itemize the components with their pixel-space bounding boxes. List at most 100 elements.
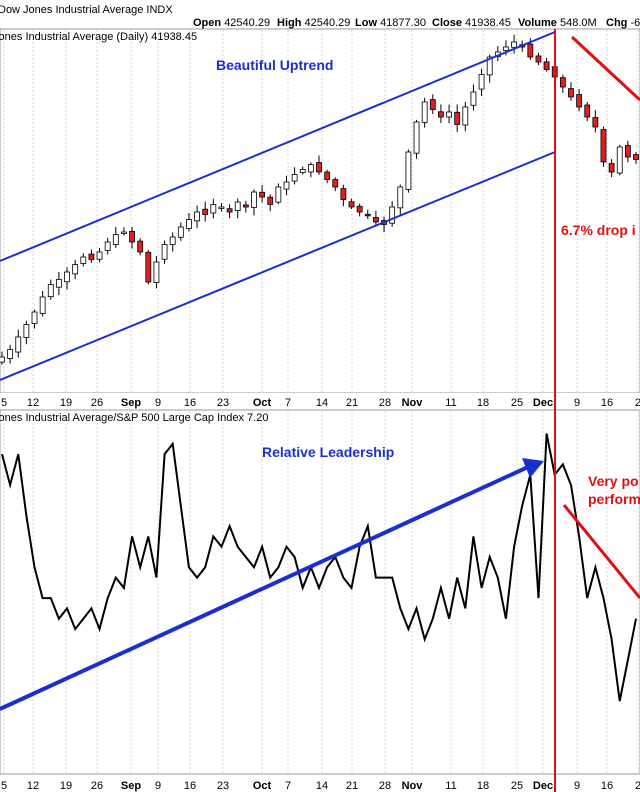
- candle-body: [316, 162, 322, 173]
- candle-body: [413, 121, 420, 154]
- candle-body: [55, 279, 62, 288]
- candle-body: [299, 169, 306, 173]
- candle-body: [584, 104, 591, 118]
- ratio-x-tick-label: 23: [217, 780, 229, 792]
- candle-body: [15, 336, 22, 353]
- candle-body: [0, 356, 5, 363]
- candle-body: [624, 145, 631, 158]
- low-label: Low 41877.30: [355, 17, 426, 29]
- ratio-x-tick-label: 25: [511, 780, 523, 792]
- candle-body: [23, 324, 30, 338]
- candle-body: [234, 201, 241, 211]
- price-x-tick-label: 14: [316, 397, 328, 409]
- price-x-tick-label: 11: [445, 397, 456, 409]
- candle-body: [7, 349, 14, 359]
- ratio-x-tick-label: 16: [601, 780, 613, 792]
- price-x-tick-label: 9: [155, 397, 161, 409]
- candle-body: [137, 240, 144, 253]
- volume-label: Volume 548.0M: [518, 17, 597, 29]
- ratio-x-tick-label: Dec: [533, 780, 553, 792]
- price-x-axis: 5 12 19 26 Sep 9 16 23 Oct 7 14 21 28 Nov 11 18 25 Dec 9 16…: [0, 393, 640, 409]
- candle-body: [267, 196, 274, 205]
- price-x-tick-label: 2: [635, 397, 640, 409]
- ratio-x-tick-label: Nov: [402, 780, 424, 792]
- ratio-x-tick-label: 18: [477, 780, 489, 792]
- price-x-tick-label: 26: [91, 397, 103, 409]
- candle-body: [145, 251, 152, 283]
- upper-trendline: [0, 31, 556, 262]
- candle-body: [88, 253, 95, 260]
- ratio-x-tick-label: 26: [91, 780, 103, 792]
- candle-body: [121, 231, 127, 234]
- ratio-x-tick-label: 11: [445, 780, 456, 792]
- candle-body: [429, 99, 436, 110]
- candle-body: [324, 171, 331, 180]
- candle-body: [80, 256, 87, 264]
- price-panel-frame: [0, 28, 640, 394]
- ratio-x-tick-label: 19: [60, 780, 72, 792]
- price-x-tick-label: 19: [60, 397, 72, 409]
- very-poor-label: Very po: [588, 473, 639, 489]
- ratio-x-tick-label: 12: [27, 780, 39, 792]
- candle-body: [592, 117, 599, 128]
- candle-body: [503, 46, 509, 51]
- price-x-tick-label: 23: [217, 397, 229, 409]
- ratio-x-tick-label: 21: [346, 780, 358, 792]
- ratio-x-tick-label: 5: [1, 780, 7, 792]
- price-candles: [0, 34, 639, 365]
- ratio-downtrend-line: [562, 504, 640, 599]
- price-x-tick-label: 18: [477, 397, 489, 409]
- candle-body: [438, 111, 444, 118]
- open-label: Open 42540.29: [193, 17, 270, 29]
- candle-body: [275, 186, 282, 203]
- price-downtrend-line: [570, 35, 640, 102]
- candle-body: [218, 206, 225, 209]
- candle-body: [104, 241, 111, 251]
- candle-body: [559, 77, 566, 88]
- candle-body: [96, 251, 103, 260]
- candle-body: [64, 271, 70, 283]
- candle-body: [242, 204, 249, 208]
- price-x-tick-label: 12: [27, 397, 39, 409]
- relative-leadership-label: Relative Leadership: [262, 444, 394, 460]
- ratio-panel-title: Dow Jones Industrial Average/S&P 500 Lar…: [0, 412, 268, 424]
- candle-body: [462, 106, 469, 126]
- candle-body: [39, 296, 46, 314]
- candle-body: [616, 146, 623, 174]
- ratio-x-tick-label: 9: [574, 780, 580, 792]
- price-x-tick-label: 7: [285, 397, 291, 409]
- candle-body: [251, 191, 257, 208]
- candle-body: [202, 208, 209, 215]
- candle-body: [600, 129, 607, 163]
- ratio-x-axis: 5 12 19 26 Sep 9 16 23 Oct 7 14 21 28 Nov 11 18 25 Dec 9 16…: [0, 775, 640, 792]
- candle-body: [153, 261, 160, 283]
- price-panel-title: Dow Jones Industrial Average (Daily) 419…: [0, 31, 197, 43]
- price-x-tick-label: 5: [1, 397, 7, 409]
- lower-trendline: [0, 151, 556, 381]
- price-gridlines: [3, 30, 639, 392]
- price-panel: Dow Jones Industrial Average (Daily) 419…: [0, 28, 640, 394]
- ratio-x-tick-label: 28: [379, 780, 391, 792]
- candle-body: [112, 234, 119, 245]
- price-x-tick-label: Nov: [402, 397, 424, 409]
- price-x-tick-label: 21: [346, 397, 358, 409]
- header-title: Dow Jones Industrial Average INDX: [0, 4, 173, 16]
- candle-body: [307, 164, 314, 173]
- candle-body: [356, 205, 363, 213]
- candle-body: [259, 191, 266, 198]
- candle-body: [454, 111, 461, 125]
- candle-body: [470, 91, 477, 106]
- candle-body: [186, 219, 192, 229]
- price-x-tick-label: Sep: [121, 397, 141, 409]
- ratio-x-tick-label: 7: [285, 780, 291, 792]
- candle-body: [543, 61, 550, 70]
- performance-label: perform: [588, 491, 640, 507]
- candle-body: [486, 56, 493, 76]
- high-label: High 42540.29: [277, 17, 350, 29]
- candle-body: [372, 217, 379, 223]
- candle-body: [348, 201, 355, 208]
- candle-body: [364, 213, 371, 217]
- candle-body: [129, 230, 135, 243]
- candle-body: [47, 284, 54, 298]
